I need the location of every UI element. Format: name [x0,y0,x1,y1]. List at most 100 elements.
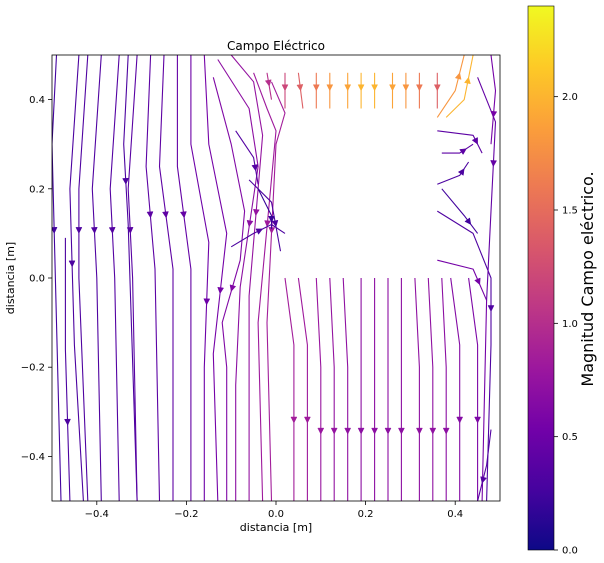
streamline-45 [436,55,465,118]
streamline-arrow-5 [108,227,116,234]
streamline-38 [437,210,492,501]
streamline-arrow-54 [389,84,396,92]
streamline-arrow-24 [317,427,325,435]
streamline-arrow-33 [442,427,450,435]
x-axis-ticks: −0.4 −0.2 0.0 0.2 0.4 [85,501,463,520]
streamline-arrow-43 [490,160,498,168]
streamline-arrow-23 [303,416,311,424]
streamline-8 [145,55,161,501]
streamline-44 [490,55,497,145]
streamline-arrow-46 [464,76,471,85]
streamline-arrow-49 [312,84,320,92]
streamline-22 [284,277,295,501]
y-tick-label: 0.4 [29,95,45,106]
colorbar-tick-label: 0.0 [562,546,578,557]
colorbar-ticks: 0.0 0.5 1.0 1.5 2.0 [554,92,578,557]
streamline-arrow-26 [344,427,352,435]
streamline-41 [441,143,474,154]
streamline-9 [158,55,174,501]
streamline-24 [315,277,322,501]
y-tick-label: −0.2 [21,363,45,374]
colorbar-tick-label: 1.5 [562,206,578,217]
colorbar-tick-label: 1.0 [562,319,578,330]
streamline-arrow-39 [464,217,472,225]
streamline-arrow-10 [179,211,187,219]
streamline-arrow-50 [326,84,334,92]
streamline-12 [203,55,228,501]
streamline-arrow-58 [264,79,272,87]
streamline-4 [91,55,102,501]
streamline-arrow-51 [344,84,352,92]
streamlines-layer [52,55,498,501]
streamline-arrow-42 [471,137,478,145]
streamline-arrow-56 [415,84,423,92]
streamline-0 [52,55,62,501]
streamline-arrow-16 [264,220,272,228]
streamline-arrow-15 [253,209,260,217]
chart-title: Campo Eléctrico [227,39,325,53]
streamline-arrow-41 [459,148,467,155]
streamline-arrow-21 [255,228,264,235]
streamline-arrow-27 [357,427,365,435]
streamline-33 [441,277,447,501]
y-tick-label: 0.2 [29,184,45,195]
streamline-arrow-31 [415,427,423,435]
y-axis-label: distancia [m] [4,242,17,314]
colorbar-label: Magnitud Campo eléctrico. [578,171,597,386]
streamline-14 [217,59,259,501]
streamline-arrow-28 [371,427,379,435]
streamline-arrow-48 [296,84,304,92]
streamline-arrow-47 [281,84,289,92]
streamline-arrow-55 [402,84,410,92]
streamline-arrow-53 [371,84,379,92]
colorbar-tick-label: 0.5 [562,432,578,443]
streamline-arrow-14 [246,219,254,228]
streamline-2 [69,55,84,501]
streamline-arrow-22 [290,416,298,424]
streamline-arrow-36 [474,277,481,286]
x-axis-label: distancia [m] [240,521,312,534]
streamline-arrow-34 [456,416,464,424]
x-tick-label: 0.0 [268,509,284,520]
colorbar [527,5,555,551]
streamline-39 [441,188,479,234]
streamline-36 [437,259,488,501]
streamline-32 [427,277,434,501]
streamline-arrow-2 [68,260,76,268]
streamline-arrow-8 [146,211,154,219]
streamline-arrow-18 [251,164,259,172]
x-tick-label: 0.4 [447,509,463,520]
colorbar-tick-label: 2.0 [562,92,578,103]
streamline-17 [266,81,286,501]
streamline-arrow-38 [487,305,495,313]
streamline-5 [109,55,120,501]
streamline-arrow-30 [397,427,405,435]
streamline-35 [468,277,479,501]
streamline-arrow-1 [64,418,71,426]
streamline-arrow-40 [457,168,465,176]
streamline-arrow-6 [122,177,129,185]
streamline-37 [477,429,492,501]
streamline-40 [437,161,470,185]
streamline-arrow-7 [126,227,134,234]
streamline-16 [253,72,277,501]
streamline-arrow-25 [330,427,338,435]
streamline-arrow-44 [490,110,498,118]
streamline-arrow-13 [229,284,237,292]
streamline-arrow-45 [454,72,462,80]
streamline-10 [176,55,192,501]
streamline-arrow-11 [203,298,211,306]
streamline-arrow-52 [357,84,365,92]
y-axis-ticks: 0.4 0.2 0.0 −0.2 −0.4 [21,95,52,463]
streamline-13 [212,77,246,501]
streamline-arrow-19 [271,219,279,228]
streamline-11 [190,55,210,501]
x-tick-label: −0.2 [174,509,198,520]
streamline-arrow-9 [162,211,169,219]
streamline-arrow-32 [429,427,437,435]
y-tick-label: −0.4 [21,452,45,463]
streamline-arrow-57 [433,84,441,92]
streamline-23 [297,277,308,501]
streamline-19 [248,179,282,252]
